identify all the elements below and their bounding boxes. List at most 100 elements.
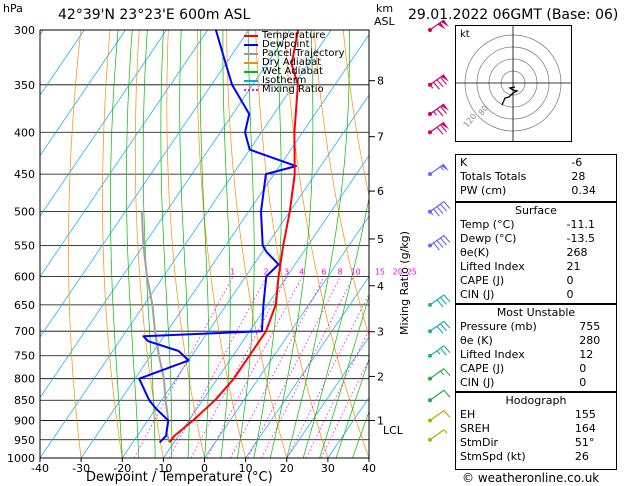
pressure-tick-label: 650: [14, 299, 35, 312]
index-label: Totals Totals: [460, 170, 527, 183]
index-label: StmDir: [460, 436, 499, 449]
hodograph-unit: kt: [460, 29, 470, 40]
legend-swatch: [244, 88, 258, 91]
wet-adiabat: [126, 30, 140, 458]
legend-label: Dry Adiabat: [262, 56, 322, 68]
hodo-row: SREH 164: [456, 422, 616, 436]
isotherm-line: [286, 336, 369, 458]
wind-barb: [428, 163, 449, 177]
dry-adiabat: [68, 30, 82, 458]
mixing-ratio-tick: 3: [284, 267, 289, 276]
index-row-pw: PW (cm) 0.34: [456, 184, 616, 198]
legend-swatch: [244, 61, 258, 64]
mixing-ratio-tick: 10: [351, 267, 361, 276]
index-label: CAPE (J): [460, 362, 505, 375]
wet-adiabat: [335, 358, 369, 458]
wet-adiabat: [302, 196, 369, 458]
mixing-ratio-line: [320, 358, 369, 458]
legend-swatch: [244, 79, 258, 82]
wet-adiabat: [220, 30, 231, 458]
index-label: PW (cm): [460, 184, 507, 197]
index-label: SREH: [460, 422, 490, 435]
legend-item: Wet Adiabat: [244, 65, 345, 77]
index-value: 755: [579, 320, 601, 333]
legend-swatch: [244, 70, 258, 73]
hodo-row: StmDir 51°: [456, 436, 616, 450]
hodo-row: StmSpd (kt) 26: [456, 450, 616, 464]
temperature-tick-label: -30: [72, 462, 90, 475]
km-tick-label: 5: [377, 233, 384, 246]
index-label: CIN (J): [460, 288, 495, 301]
index-label: CIN (J): [460, 376, 495, 389]
isotherm-line: [40, 30, 126, 157]
pressure-tick-label: 800: [14, 373, 35, 386]
index-value: 155: [574, 408, 596, 421]
wind-barb: [428, 19, 449, 32]
mixing-ratio-tick: 1: [230, 267, 235, 276]
legend-item: Mixing Ratio: [244, 83, 345, 95]
index-row-totals: Totals Totals 28: [456, 170, 616, 184]
temperature-line: [168, 30, 300, 443]
mixing-ratio-tick: 20: [393, 267, 403, 276]
dry-adiabat: [196, 30, 246, 458]
mixing-ratio-tick: 4: [299, 267, 304, 276]
mixing-ratio-line: [133, 276, 234, 458]
mixing-ratio-line: [305, 329, 369, 458]
mixing-ratio-line: [247, 276, 341, 458]
index-value: 26: [574, 450, 589, 463]
mu-row: CIN (J) 0: [456, 376, 616, 390]
mu-row: Lifted Index 12: [456, 348, 616, 362]
location-title: 42°39'N 23°23'E 600m ASL: [58, 7, 251, 23]
index-label: K: [460, 156, 468, 169]
km-tick-label: 4: [377, 280, 384, 293]
pressure-tick-label: 550: [14, 239, 35, 252]
index-label: θe(K): [460, 246, 490, 259]
legend-item: Isotherm: [244, 74, 345, 86]
legend-label: Parcel Trajectory: [262, 47, 345, 59]
wind-barb: [428, 121, 449, 135]
mixing-ratio-line: [261, 276, 354, 458]
legend: Temperature Dewpoint Parcel Trajectory Dry …: [244, 30, 345, 95]
pressure-tick-label: 850: [14, 394, 35, 407]
index-label: EH: [460, 408, 476, 421]
mixing-ratio-tick: 15: [375, 267, 385, 276]
hodograph-index-title: Hodograph: [505, 394, 567, 407]
km-tick-label: 2: [377, 370, 384, 383]
index-value: 280: [579, 334, 601, 347]
km-tick-label: 8: [377, 75, 384, 88]
legend-label: Isotherm: [262, 74, 307, 86]
index-label: θe (K): [460, 334, 493, 347]
pressure-tick-label: 300: [14, 24, 35, 37]
hpa-label: hPa: [3, 2, 23, 15]
index-label: CAPE (J): [460, 274, 505, 287]
wet-adiabat: [160, 30, 173, 458]
index-value: 0: [579, 376, 587, 389]
km-tick-label: 1: [377, 415, 384, 428]
legend-label: Mixing Ratio: [262, 83, 324, 95]
wind-barb: [428, 103, 449, 117]
pressure-tick-label: 400: [14, 126, 35, 139]
hodo-row: EH 155: [456, 408, 616, 422]
pressure-tick-label: 500: [14, 206, 35, 219]
index-value: 164: [574, 422, 596, 435]
legend-item: Dewpoint: [244, 39, 345, 49]
dry-adiabat: [226, 30, 288, 458]
mu-row: Pressure (mb) 755: [456, 320, 616, 334]
mixing-ratio-line: [206, 276, 303, 458]
temperature-tick-label: -10: [154, 462, 172, 475]
wind-barb: [428, 429, 448, 442]
hodograph-trace: [501, 86, 519, 106]
x-axis-label: Dewpoint / Temperature (°C): [86, 470, 273, 485]
legend-swatch: [244, 52, 258, 55]
mixing-ratio-tick: 6: [321, 267, 326, 276]
temperature-tick-label: 10: [239, 462, 253, 475]
temperature-tick-label: 20: [280, 462, 294, 475]
wind-barb: [428, 345, 451, 358]
temperature-tick-label: 30: [321, 462, 335, 475]
legend-label: Wet Adiabat: [262, 65, 323, 77]
index-label: Pressure (mb): [460, 320, 537, 333]
surface-row: Dewp (°C) -13.5: [456, 232, 616, 246]
legend-swatch: [244, 34, 258, 37]
asl-label: ASL: [374, 15, 395, 28]
